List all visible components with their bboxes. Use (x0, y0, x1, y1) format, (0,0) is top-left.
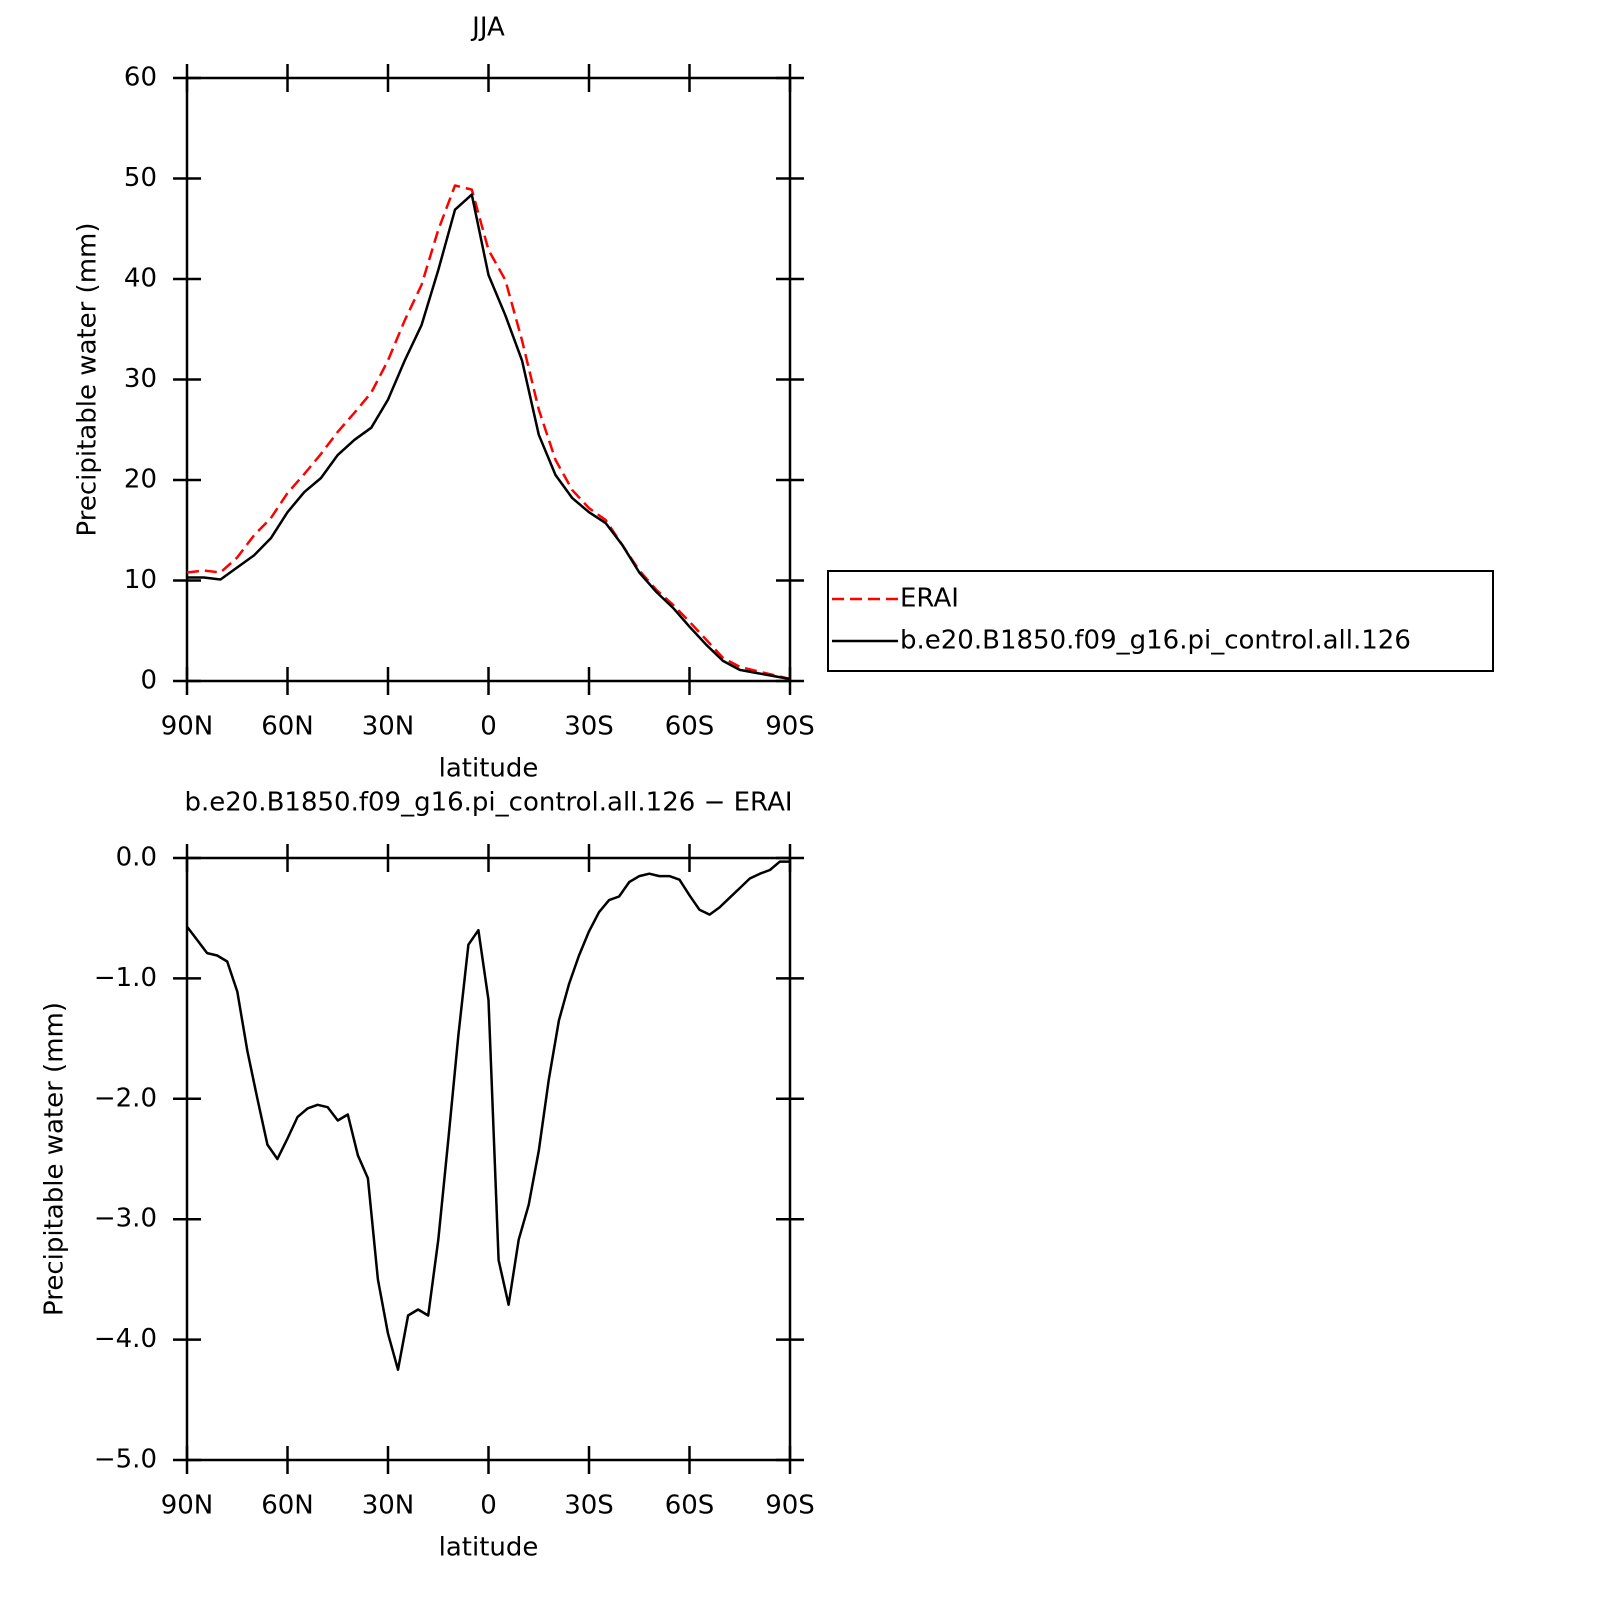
y-tick-label: −1.0 (94, 963, 157, 993)
y-axis-label: Precipitable water (mm) (40, 1002, 70, 1316)
x-tick-label: 90N (161, 1491, 214, 1521)
x-tick-label: 30N (362, 712, 415, 742)
legend-label: ERAI (900, 584, 959, 614)
series-line (186, 184, 791, 681)
x-tick-label: 90S (765, 712, 815, 742)
x-tick-label: 30S (564, 1491, 614, 1521)
y-tick-label: −2.0 (94, 1083, 157, 1113)
series-line (186, 860, 790, 1371)
x-tick-label: 60S (665, 712, 715, 742)
x-axis-label: latitude (439, 1533, 539, 1563)
y-tick-label: 60 (124, 63, 157, 93)
x-tick-label: 60N (261, 1491, 314, 1521)
x-tick-label: 90S (765, 1491, 815, 1521)
legend-label: b.e20.B1850.f09_g16.pi_control.all.126 (900, 626, 1411, 656)
y-tick-label: −5.0 (94, 1445, 157, 1475)
y-tick-label: 50 (124, 163, 157, 193)
x-tick-label: 0 (480, 1491, 497, 1521)
x-tick-label: 60S (665, 1491, 715, 1521)
y-axis-label: Precipitable water (mm) (73, 223, 103, 537)
y-tick-label: −4.0 (94, 1324, 157, 1354)
chart-title: JJA (470, 13, 505, 43)
x-tick-label: 60N (261, 712, 314, 742)
legend-box (827, 570, 1494, 672)
y-tick-label: 0.0 (116, 843, 157, 873)
plot-frame (185, 76, 792, 683)
y-tick-label: 0 (140, 666, 157, 696)
x-axis-label: latitude (439, 754, 539, 784)
plot-frame (185, 856, 792, 1462)
x-tick-label: 0 (480, 712, 497, 742)
y-tick-label: 40 (124, 264, 157, 294)
x-tick-label: 90N (161, 712, 214, 742)
x-tick-label: 30S (564, 712, 614, 742)
y-tick-label: −3.0 (94, 1204, 157, 1234)
y-tick-label: 30 (124, 364, 157, 394)
x-tick-label: 30N (362, 1491, 415, 1521)
y-tick-label: 20 (124, 465, 157, 495)
y-tick-label: 10 (124, 565, 157, 595)
chart-title: b.e20.B1850.f09_g16.pi_control.all.126 −… (184, 788, 792, 818)
series-line (187, 193, 791, 681)
